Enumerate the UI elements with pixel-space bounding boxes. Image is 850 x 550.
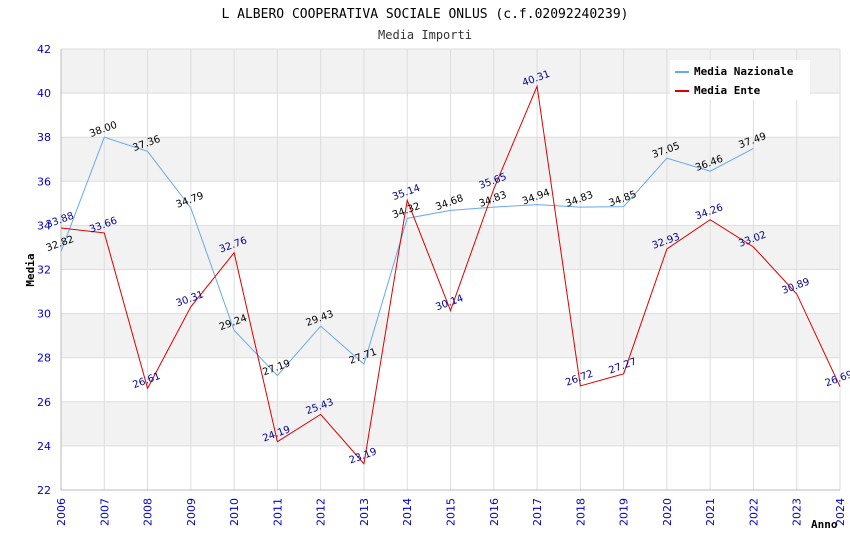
x-tick-label: 2020	[661, 498, 674, 526]
x-tick-label: 2022	[747, 498, 760, 526]
x-tick-label: 2016	[488, 498, 501, 526]
grid-lines	[60, 48, 841, 491]
y-tick-label: 28	[37, 352, 51, 365]
y-tick-label: 24	[37, 440, 51, 453]
x-tick-label: 2018	[574, 498, 587, 526]
x-tick-label: 2021	[704, 498, 717, 526]
x-axis-ticks: 2006 2007 2008 2009 2010 2011 2012 2013 2014 2015…	[55, 498, 847, 526]
chart-subtitle: Media Importi	[378, 28, 472, 42]
x-tick-label: 2015	[445, 498, 458, 526]
y-tick-label: 34	[37, 219, 51, 232]
legend-box	[670, 60, 810, 100]
x-tick-label: 2024	[834, 498, 847, 526]
x-tick-label: 2017	[531, 498, 544, 526]
y-axis-ticks: 22 24 26 28 30 32 34 36 38 40 42	[37, 43, 51, 497]
x-tick-label: 2007	[98, 498, 111, 526]
x-tick-label: 2019	[618, 498, 631, 526]
x-tick-label: 2014	[401, 498, 414, 526]
y-tick-label: 26	[37, 396, 51, 409]
series-lines	[60, 84, 841, 465]
y-tick-label: 38	[37, 131, 51, 144]
series-line-media-nazionale	[60, 136, 754, 377]
x-tick-label: 2006	[55, 498, 68, 526]
x-tick-label: 2009	[185, 498, 198, 526]
x-tick-label: 2013	[358, 498, 371, 526]
y-tick-label: 36	[37, 175, 51, 188]
y-tick-label: 30	[37, 308, 51, 321]
y-tick-label: 42	[37, 43, 51, 56]
y-tick-label: 22	[37, 484, 51, 497]
y-tick-label: 40	[37, 87, 51, 100]
legend-label-media-nazionale: Media Nazionale	[694, 65, 794, 78]
y-tick-label: 32	[37, 264, 51, 277]
x-tick-label: 2008	[142, 498, 155, 526]
x-axis-title: Anno	[811, 518, 838, 531]
x-tick-label: 2010	[228, 498, 241, 526]
x-tick-label: 2012	[315, 498, 328, 526]
x-tick-label: 2011	[271, 498, 284, 526]
series-line-media-ente	[60, 84, 841, 465]
y-axis-title: Media	[24, 253, 37, 286]
legend: Media Nazionale Media Ente	[670, 60, 810, 100]
x-tick-label: 2023	[791, 498, 804, 526]
chart-title: L ALBERO COOPERATIVA SOCIALE ONLUS (c.f.…	[222, 7, 629, 22]
legend-label-media-ente: Media Ente	[694, 84, 761, 97]
